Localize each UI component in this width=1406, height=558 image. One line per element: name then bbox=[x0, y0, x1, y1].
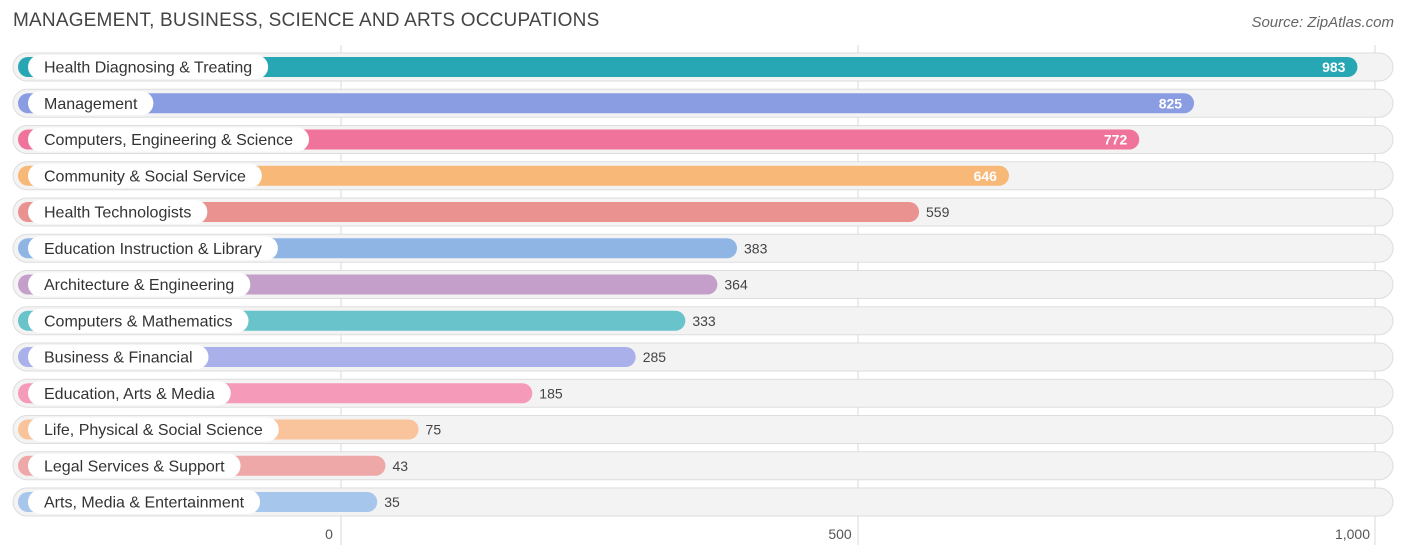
category-label: Education, Arts & Media bbox=[44, 386, 215, 403]
bar-row: Architecture & Engineering 364 bbox=[12, 270, 1394, 299]
value-label: 825 bbox=[1159, 95, 1183, 111]
tick-label-500: 500 bbox=[828, 526, 852, 542]
category-label: Architecture & Engineering bbox=[44, 277, 234, 294]
bar-rows: Health Diagnosing & Treating 983 Managemen… bbox=[12, 52, 1394, 517]
value-label: 75 bbox=[426, 422, 442, 438]
bar-row: Business & Financial 285 bbox=[12, 342, 1394, 372]
bar-row: Life, Physical & Social Science 75 bbox=[12, 415, 1394, 444]
category-label-pill bbox=[28, 308, 249, 333]
category-label-pill bbox=[28, 200, 208, 224]
category-label: Arts, Media & Entertainment bbox=[44, 495, 245, 512]
bar-row: Management 825 bbox=[12, 88, 1394, 118]
category-label-pill bbox=[28, 272, 251, 297]
category-label-pill bbox=[28, 163, 262, 188]
category-label: Health Technologists bbox=[44, 205, 191, 222]
chart-title: MANAGEMENT, BUSINESS, SCIENCE AND ARTS O… bbox=[13, 10, 600, 31]
value-label: 285 bbox=[643, 349, 667, 365]
category-label: Health Diagnosing & Treating bbox=[44, 60, 252, 77]
bar-row: Education, Arts & Media 185 bbox=[12, 378, 1394, 408]
category-label-pill bbox=[28, 490, 261, 514]
value-label: 383 bbox=[744, 240, 768, 256]
value-label: 333 bbox=[692, 313, 716, 329]
value-label: 185 bbox=[539, 385, 563, 401]
value-label: 983 bbox=[1322, 59, 1346, 75]
bar-row: Health Technologists 559 bbox=[12, 197, 1394, 227]
bar-row: Health Diagnosing & Treating 983 bbox=[12, 52, 1394, 82]
bar bbox=[18, 202, 920, 222]
category-label: Business & Financial bbox=[44, 350, 193, 367]
category-label-pill bbox=[28, 55, 269, 79]
bar-row: Computers & Mathematics 333 bbox=[12, 306, 1394, 336]
category-label-pill bbox=[28, 417, 279, 442]
category-label: Life, Physical & Social Science bbox=[44, 422, 263, 439]
category-label: Community & Social Service bbox=[44, 168, 246, 185]
x-axis-ticks: 0 500 1,000 bbox=[325, 526, 1370, 542]
bar-row: Computers, Engineering & Science 772 bbox=[12, 125, 1394, 154]
tick-label-0: 0 bbox=[325, 526, 333, 542]
value-label: 559 bbox=[926, 204, 950, 220]
category-label-pill bbox=[28, 453, 241, 478]
bar bbox=[18, 93, 1195, 114]
category-label: Education Instruction & Library bbox=[44, 241, 262, 258]
value-label: 364 bbox=[724, 277, 748, 293]
bar bbox=[18, 165, 1009, 186]
bar-row: Arts, Media & Entertainment 35 bbox=[12, 487, 1394, 517]
category-label-pill bbox=[28, 236, 278, 261]
bar-row: Education Instruction & Library 383 bbox=[12, 233, 1394, 263]
category-label-pill bbox=[28, 127, 310, 152]
value-label: 35 bbox=[384, 494, 400, 510]
bar bbox=[18, 57, 1358, 77]
category-label-pill bbox=[28, 91, 154, 116]
category-label-pill bbox=[28, 381, 231, 406]
tick-label-1000: 1,000 bbox=[1335, 526, 1370, 542]
category-label: Management bbox=[44, 96, 138, 113]
value-label: 43 bbox=[392, 458, 408, 474]
bar-row: Community & Social Service 646 bbox=[12, 161, 1394, 191]
source-note: Source: ZipAtlas.com bbox=[1251, 14, 1394, 31]
value-label: 772 bbox=[1104, 132, 1128, 148]
category-label-pill bbox=[28, 345, 209, 369]
category-label: Computers, Engineering & Science bbox=[44, 132, 293, 149]
category-label: Legal Services & Support bbox=[44, 458, 225, 475]
category-label: Computers & Mathematics bbox=[44, 313, 233, 330]
bar-row: Legal Services & Support 43 bbox=[12, 451, 1394, 481]
value-label: 646 bbox=[974, 168, 998, 184]
